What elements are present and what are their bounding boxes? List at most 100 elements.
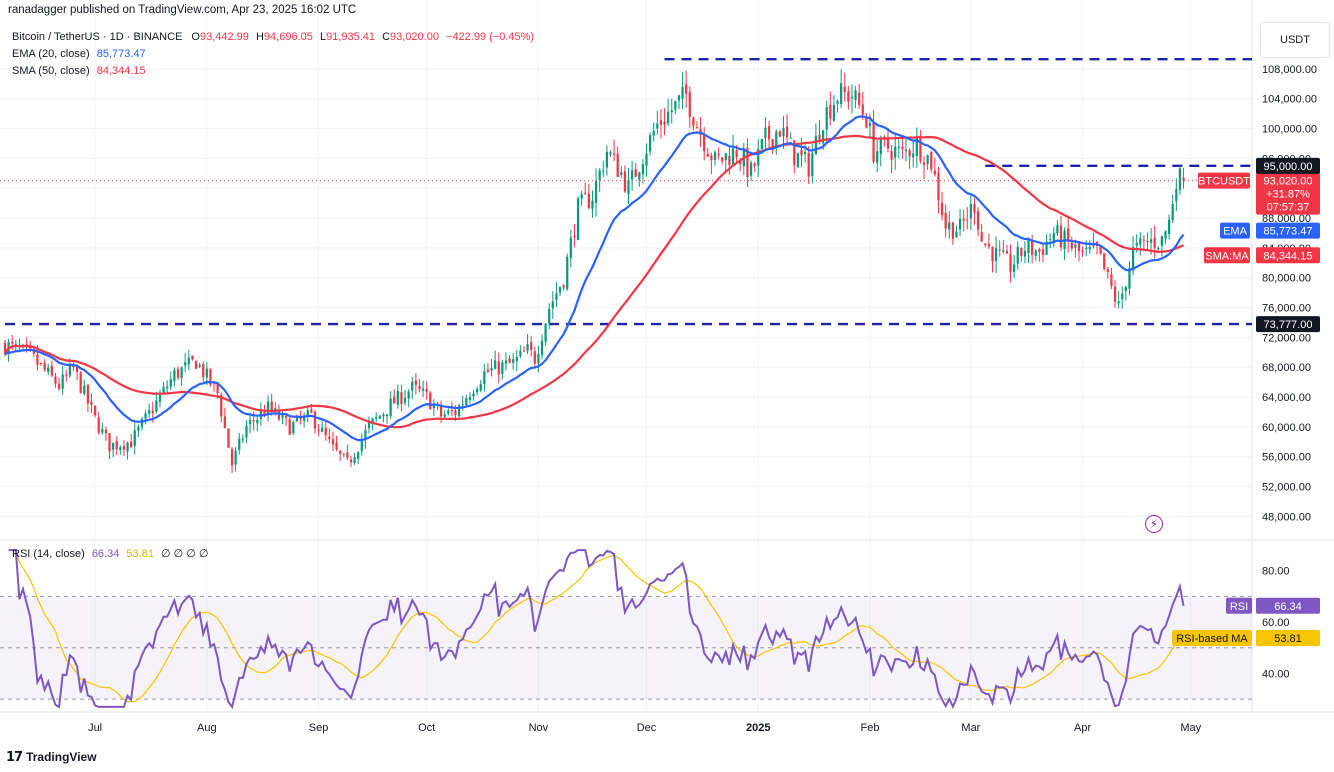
sma-50-line [4,134,1184,429]
candle-body [90,401,93,405]
ema-tag-name: EMA [1223,226,1248,238]
publish-info: ranadagger published on TradingView.com,… [8,4,357,16]
candle-body [713,152,717,160]
ohlc-close: 93,020.00 [390,31,439,43]
candle-body [1041,249,1045,255]
candle-body [476,389,479,393]
candle-body [184,362,187,366]
candle-body [1117,301,1120,304]
candle-body [508,358,511,363]
horizontal-levels[interactable] [5,57,1252,326]
ema-tag: 85,773.47 [1264,226,1313,238]
rsi-legend-label: RSI (14, close) [12,548,85,560]
candle-body [829,104,832,119]
ohlc-open: 93,442.99 [199,31,249,43]
candle-body [144,413,147,419]
candle-body [288,419,291,435]
candle-body [180,367,183,378]
last-price-countdown: 07:57:37 [1267,202,1310,214]
candle-body [703,135,706,152]
currency-label[interactable]: USDT [1260,22,1330,58]
candle-body [544,323,547,342]
ohlc-close-label: C [382,31,391,43]
candle-body [785,126,789,138]
candle-body [915,137,918,157]
lightning-icon[interactable]: ⚡ [1145,515,1163,533]
candle-body [1070,242,1073,249]
price-tick-label: 56,000.00 [1262,452,1311,464]
ohlc-low-label: L [319,31,327,43]
sma-legend-value: 84,344.15 [96,65,146,77]
candle-body [454,410,457,415]
candle-body [1103,253,1106,270]
candle-body [623,171,627,192]
candle-body [1146,240,1149,242]
candle-body [443,414,446,417]
candle-body [1171,204,1174,221]
candle-body [248,420,252,425]
time-tick-label: Jul [88,722,102,734]
rsi-legend[interactable]: RSI (14, close) 66.34 53.81 ∅ ∅ ∅ ∅ [12,547,209,560]
time-tick-label: May [1180,722,1201,734]
candle-body [587,193,590,209]
candle-body [566,256,569,290]
candle-body [220,394,223,417]
candle-body [605,151,608,168]
candle-body [1110,274,1113,287]
candle-body [901,146,904,149]
candle-body [944,212,947,229]
candle-body [432,405,435,409]
price-axis[interactable]: 108,000.00104,000.00100,000.0096,000.009… [1262,64,1317,681]
candle-body [1034,250,1037,256]
candle-body [284,415,288,418]
candle-body [645,153,648,166]
candle-body [403,397,407,403]
candle-body [483,371,486,384]
candle-body [764,127,767,139]
candle-body [119,447,122,451]
candle-body [465,398,468,405]
candle-body [594,181,598,203]
candle-body [241,438,244,440]
candle-body [414,380,417,385]
candle-body [649,135,652,152]
sma-legend[interactable]: SMA (50, close) 84,344.15 [12,65,146,77]
candle-body [1139,238,1142,245]
candle-body [1049,239,1052,241]
candle-body [825,107,828,130]
candle-body [1175,189,1178,202]
candle-body [922,162,926,165]
candle-body [457,405,461,417]
candle-body [1113,286,1117,302]
rsi-pane: RSI 66.34 RSI-based MA 53.81 [0,549,1320,710]
candle-body [303,415,306,421]
price-tick-label: 104,000.00 [1262,94,1317,106]
candle-body [1059,225,1063,248]
time-tick-label: Mar [961,722,980,734]
candle-body [789,137,792,139]
candle-body [555,293,558,300]
price-tick-label: 100,000.00 [1262,124,1317,136]
candle-body [1002,250,1005,252]
candle-body [868,123,872,127]
time-axis[interactable]: Jul Aug Sep Oct Nov Dec 2025 Feb Mar Apr May [88,722,1202,734]
candle-body [93,405,97,416]
rsi-tick-label: 80.00 [1262,566,1290,578]
candle-body [533,351,536,364]
candle-body [1135,242,1138,246]
candle-body [266,401,270,415]
candle-body [681,87,684,99]
price-tick-label: 80,000.00 [1262,273,1311,285]
candle-body [209,368,212,385]
candle-body [137,426,140,431]
rsi-legend-extra: ∅ ∅ ∅ ∅ [161,548,209,560]
candle-body [616,153,619,177]
ema-legend[interactable]: EMA (20, close) 85,773.47 [12,48,146,60]
candle-body [238,438,241,450]
candle-body [962,218,965,221]
candle-body [306,410,309,416]
candle-body [1160,236,1164,246]
candle-body [1121,293,1124,300]
candle-body [580,194,583,199]
